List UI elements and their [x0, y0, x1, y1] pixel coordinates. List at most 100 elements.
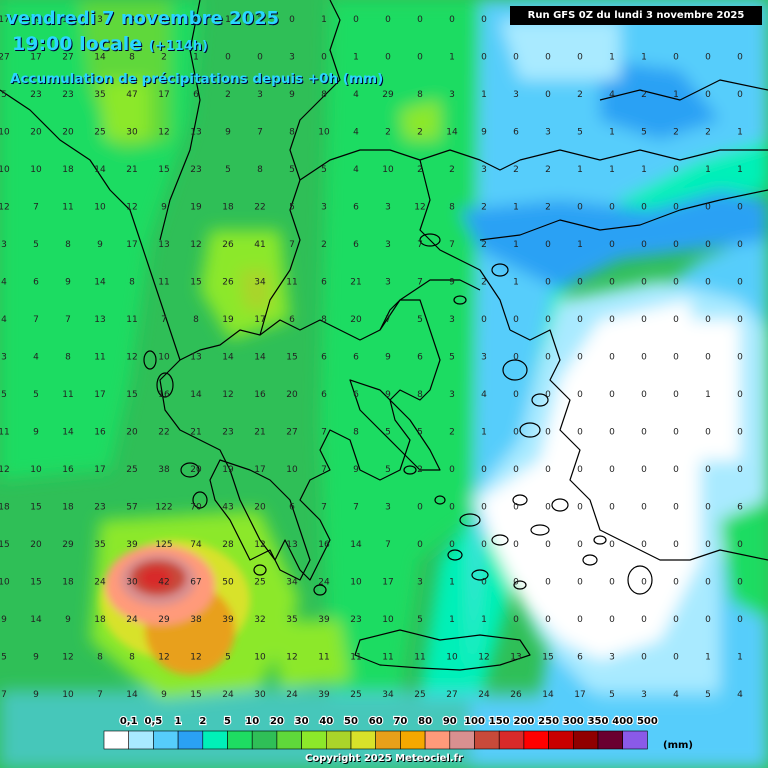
- grid-value: 35: [94, 90, 105, 100]
- grid-value: 19: [222, 465, 234, 475]
- grid-value: 11: [94, 353, 105, 363]
- grid-value: 1: [449, 615, 455, 625]
- grid-value: 17: [158, 90, 169, 100]
- grid-value: 0: [641, 615, 647, 625]
- grid-value: 16: [318, 540, 330, 550]
- grid-value: 10: [30, 465, 42, 475]
- legend-swatch: [498, 730, 525, 750]
- grid-value: 23: [30, 90, 41, 100]
- grid-value: 0: [673, 390, 679, 400]
- grid-value: 0: [513, 315, 519, 325]
- legend-threshold: 250: [538, 716, 559, 727]
- grid-value: 7: [1, 690, 7, 700]
- grid-value: 8: [65, 240, 71, 250]
- grid-value: 13: [94, 315, 105, 325]
- grid-value: 7: [353, 503, 359, 513]
- grid-value: 9: [161, 203, 167, 213]
- grid-value: 8: [321, 90, 327, 100]
- grid-value: 0: [705, 315, 711, 325]
- grid-value: 10: [286, 465, 298, 475]
- grid-value: 11: [62, 203, 73, 213]
- grid-value: 15: [30, 503, 41, 513]
- grid-value: 9: [65, 278, 71, 288]
- grid-value: 8: [417, 390, 423, 400]
- grid-value: 18: [0, 503, 10, 513]
- grid-value: 1: [737, 128, 743, 138]
- grid-value: 14: [190, 390, 202, 400]
- grid-value: 4: [1, 315, 7, 325]
- grid-value: 0: [673, 278, 679, 288]
- grid-value: 12: [190, 653, 201, 663]
- grid-value: 10: [158, 353, 170, 363]
- grid-value: 10: [94, 203, 106, 213]
- legend-threshold: 500: [637, 716, 658, 727]
- grid-value: 10: [446, 653, 458, 663]
- grid-value: 19: [222, 315, 234, 325]
- grid-value: 0: [609, 465, 615, 475]
- grid-value: 14: [126, 690, 138, 700]
- legend-threshold: 100: [464, 716, 485, 727]
- grid-value: 8: [129, 278, 135, 288]
- grid-value: 0: [673, 353, 679, 363]
- grid-value: 0: [577, 615, 583, 625]
- legend-swatch: [424, 730, 451, 750]
- grid-value: 35: [286, 615, 297, 625]
- grid-value: 0: [705, 353, 711, 363]
- grid-value: 3: [129, 15, 135, 25]
- grid-value: 0: [481, 53, 487, 63]
- grid-value: 8: [129, 653, 135, 663]
- grid-value: 27: [62, 53, 73, 63]
- grid-value: 3: [481, 353, 487, 363]
- grid-value: 0: [673, 615, 679, 625]
- grid-value: 26: [222, 240, 234, 250]
- grid-value: 2: [449, 165, 455, 175]
- grid-value: 13: [158, 240, 169, 250]
- grid-value: 0: [481, 578, 487, 588]
- grid-value: 17: [254, 465, 265, 475]
- grid-value: 7: [65, 315, 71, 325]
- grid-value: 2: [385, 128, 391, 138]
- grid-value: 0: [513, 390, 519, 400]
- grid-value: 23: [190, 165, 201, 175]
- grid-value: 18: [94, 615, 106, 625]
- grid-value: 9: [97, 240, 103, 250]
- grid-value: 24: [94, 578, 106, 588]
- grid-value: 3: [257, 15, 263, 25]
- grid-value: 24: [478, 690, 490, 700]
- grid-value: 18: [62, 15, 74, 25]
- grid-value: 5: [385, 428, 391, 438]
- grid-value: 0: [321, 53, 327, 63]
- grid-value: 5: [641, 128, 647, 138]
- grid-value: 0: [641, 315, 647, 325]
- grid-value: 2: [321, 240, 327, 250]
- legend-threshold: 2: [199, 716, 206, 727]
- grid-value: 6: [289, 315, 295, 325]
- grid-value: 0: [609, 315, 615, 325]
- grid-value: 1: [321, 15, 327, 25]
- grid-value: 18: [222, 203, 234, 213]
- grid-value: 4: [353, 165, 359, 175]
- grid-value: 0: [673, 465, 679, 475]
- grid-value: 6: [353, 390, 359, 400]
- grid-value: 0: [705, 428, 711, 438]
- grid-value: 6: [289, 503, 295, 513]
- grid-value: 0: [545, 278, 551, 288]
- grid-value: 2: [449, 428, 455, 438]
- grid-value: 0: [577, 53, 583, 63]
- grid-value: 3: [97, 15, 103, 25]
- grid-value: 2: [481, 203, 487, 213]
- grid-value: 30: [254, 690, 266, 700]
- grid-value: 4: [737, 690, 743, 700]
- grid-value: 11: [286, 278, 297, 288]
- grid-value: 0: [737, 578, 743, 588]
- grid-value: 25: [414, 690, 425, 700]
- grid-value: 0: [513, 503, 519, 513]
- grid-value: 0: [609, 353, 615, 363]
- grid-value: 9: [289, 90, 295, 100]
- legend-threshold: 350: [588, 716, 609, 727]
- legend-threshold: 0,1: [120, 716, 138, 727]
- grid-value: 16: [254, 390, 266, 400]
- grid-value: 1: [641, 53, 647, 63]
- grid-value: 6: [193, 90, 199, 100]
